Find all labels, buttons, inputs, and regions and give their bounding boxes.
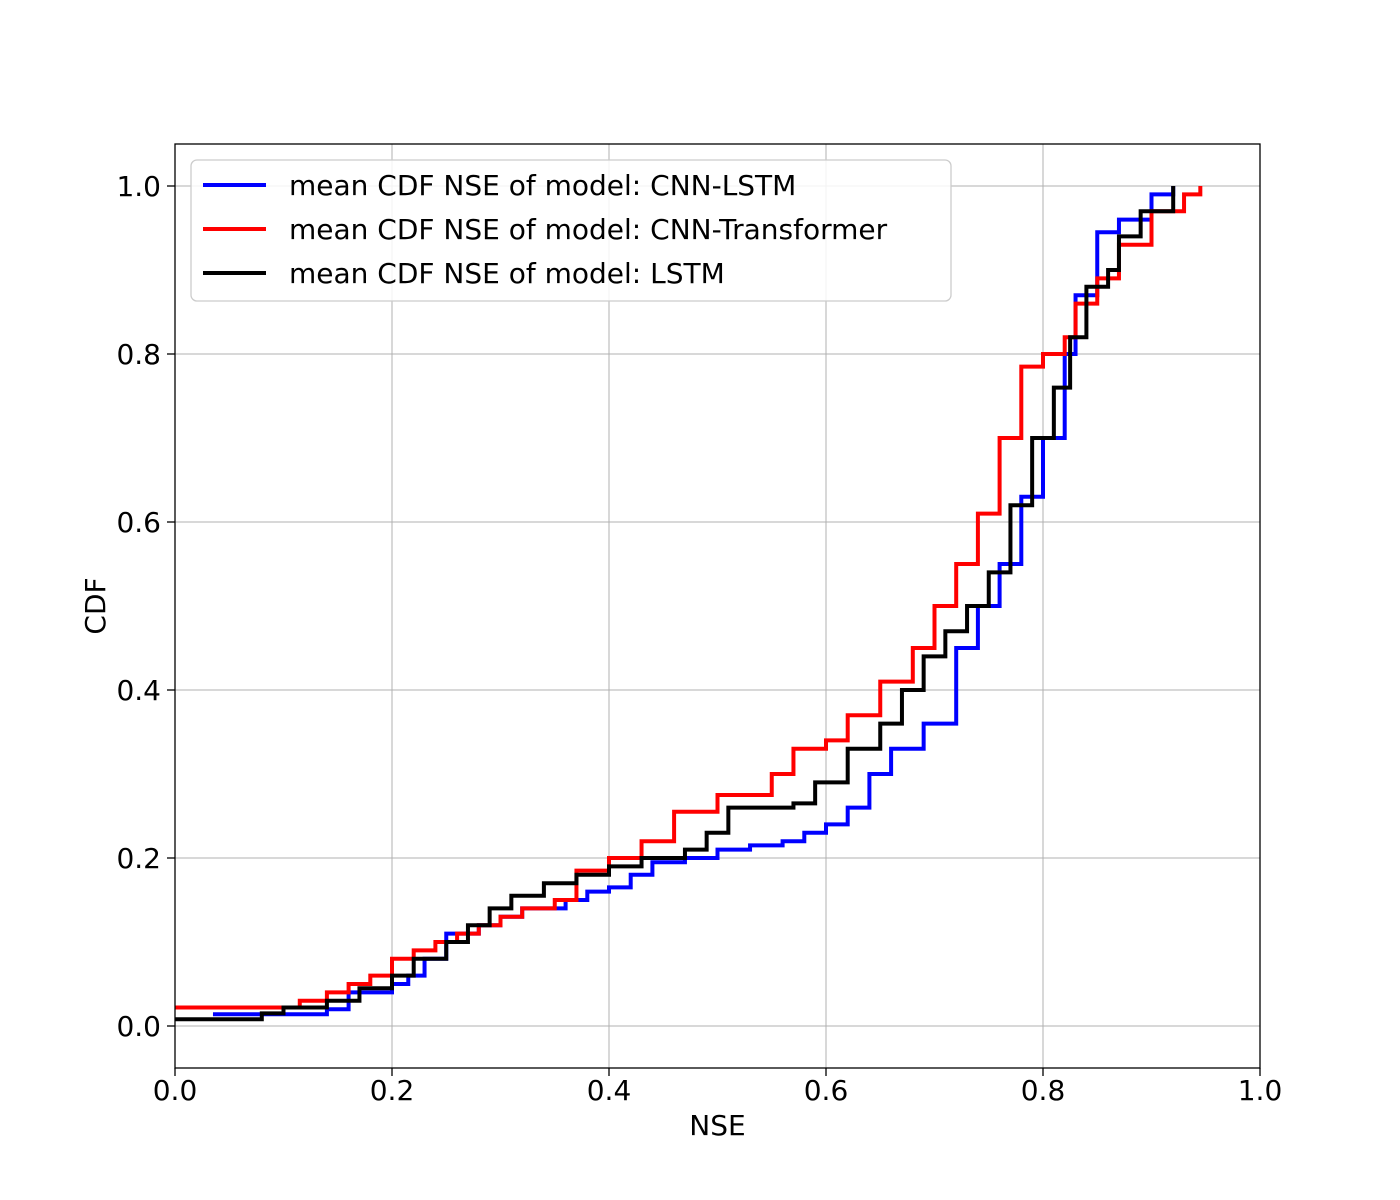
legend-box: [190, 159, 952, 302]
series-line-2: [175, 186, 1176, 1022]
legend-label-2: mean CDF NSE of model: LSTM: [289, 257, 725, 290]
y-tick-label-5: 1.0: [116, 170, 161, 203]
legend: mean CDF NSE of model: CNN-LSTM mean CDF …: [190, 159, 952, 302]
y-axis-ticks: 0.0 0.2 0.4 0.6 0.8 1.0: [116, 170, 175, 1043]
legend-label-0: mean CDF NSE of model: CNN-LSTM: [289, 169, 796, 202]
x-axis-label: NSE: [689, 1109, 745, 1142]
legend-entries: mean CDF NSE of model: CNN-LSTM mean CDF …: [203, 169, 888, 290]
x-tick-label-1: 0.2: [370, 1074, 415, 1107]
x-axis-ticks: 0.0 0.2 0.4 0.6 0.8 1.0: [153, 1068, 1283, 1107]
legend-label-1: mean CDF NSE of model: CNN-Transformer: [289, 213, 888, 246]
plot-frame: [174, 143, 1261, 1069]
x-tick-label-0: 0.0: [153, 1074, 198, 1107]
x-tick-label-2: 0.4: [587, 1074, 632, 1107]
series-line-1: [175, 186, 1203, 1010]
x-tick-label-3: 0.6: [804, 1074, 849, 1107]
y-tick-label-2: 0.4: [116, 674, 161, 707]
y-tick-label-1: 0.2: [116, 842, 161, 875]
series-layer: [175, 186, 1203, 1022]
y-tick-label-3: 0.6: [116, 506, 161, 539]
y-tick-label-4: 0.8: [116, 338, 161, 371]
x-tick-label-4: 0.8: [1021, 1074, 1066, 1107]
y-axis-label: CDF: [79, 577, 112, 634]
x-tick-label-5: 1.0: [1238, 1074, 1283, 1107]
y-tick-label-0: 0.0: [116, 1010, 161, 1043]
